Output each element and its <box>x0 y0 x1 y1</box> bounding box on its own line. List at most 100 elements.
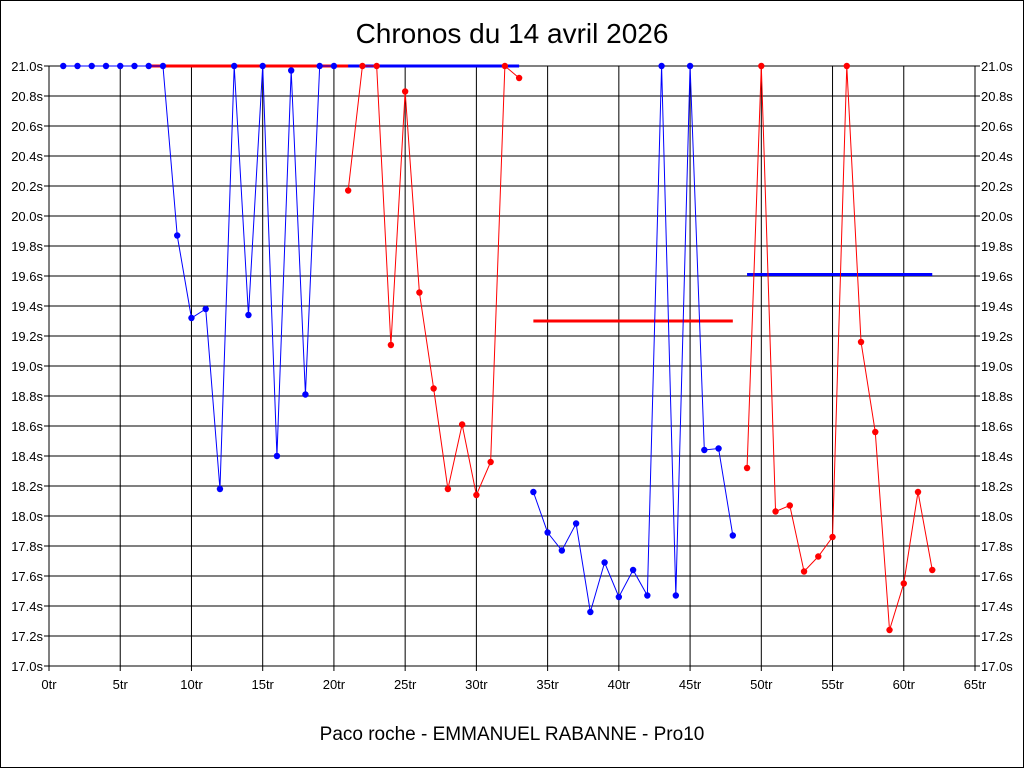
data-point <box>929 566 936 574</box>
x-tick-label: 50tr <box>750 677 773 692</box>
y-tick-label-left: 17.0s <box>11 659 43 674</box>
axes: 0tr 5tr 10tr 15tr 20tr 25tr 30tr 35tr 40tr 45tr 50… <box>11 59 1013 692</box>
data-point <box>815 553 822 560</box>
x-tick-label: 0tr <box>41 677 57 692</box>
y-tick-label-right: 17.4s <box>981 599 1013 614</box>
data-point <box>644 592 651 599</box>
y-tick-label-right: 17.8s <box>981 539 1013 554</box>
data-point <box>872 428 879 436</box>
y-tick-label-left: 20.8s <box>11 89 43 104</box>
data-point <box>359 62 366 70</box>
data-point <box>74 62 81 70</box>
y-tick-label-right: 20.6s <box>981 119 1013 134</box>
x-tick-label: 45tr <box>679 677 702 692</box>
data-point <box>216 485 224 493</box>
y-tick-label-right: 18.2s <box>981 479 1013 494</box>
data-point <box>601 559 608 566</box>
data-point <box>900 580 907 587</box>
x-tick-label: 25tr <box>394 677 417 692</box>
y-tick-label-right: 20.2s <box>981 179 1013 194</box>
data-point <box>188 314 195 322</box>
data-point <box>857 338 865 346</box>
data-point <box>658 62 665 70</box>
data-point <box>458 421 466 428</box>
data-point <box>316 62 323 70</box>
series-line <box>746 65 933 631</box>
data-point <box>430 385 437 392</box>
data-point <box>60 62 67 70</box>
y-tick-label-left: 18.6s <box>11 419 43 434</box>
data-point <box>302 391 309 398</box>
y-tick-label-left: 21.0s <box>11 59 43 74</box>
data-point <box>387 341 395 349</box>
x-tick-label: 5tr <box>113 677 129 692</box>
y-tick-label-left: 20.6s <box>11 119 43 134</box>
x-axis-label: Paco roche - EMMANUEL RABANNE - Pro10 <box>320 724 705 745</box>
data-point <box>544 529 551 536</box>
data-point <box>515 74 523 82</box>
data-point <box>886 626 893 634</box>
y-tick-label-right: 20.4s <box>981 149 1013 164</box>
x-tick-label: 30tr <box>465 677 488 692</box>
data-point <box>102 62 110 70</box>
data-point <box>117 62 124 70</box>
y-tick-label-right: 20.8s <box>981 89 1013 104</box>
y-tick-label-left: 18.0s <box>11 509 43 524</box>
y-tick-label-right: 18.6s <box>981 419 1013 434</box>
data-point <box>800 568 808 575</box>
data-point <box>615 593 623 601</box>
chart-title: Chronos du 14 avril 2026 <box>356 18 669 49</box>
y-tick-label-right: 21.0s <box>981 59 1013 74</box>
y-tick-label-right: 19.2s <box>981 329 1013 344</box>
grid <box>48 65 976 667</box>
data-point <box>786 502 793 509</box>
data-point <box>686 62 694 70</box>
data-point <box>202 305 209 313</box>
x-tick-label: 15tr <box>251 677 274 692</box>
data-point <box>743 464 751 472</box>
series-2 <box>344 62 523 499</box>
data-point <box>416 289 423 296</box>
data-point <box>558 547 566 554</box>
y-tick-label-left: 18.4s <box>11 449 43 464</box>
y-tick-label-left: 17.2s <box>11 629 43 644</box>
data-point <box>174 232 181 239</box>
y-tick-label-left: 18.2s <box>11 479 43 494</box>
data-point <box>88 62 95 70</box>
x-tick-label: 55tr <box>821 677 844 692</box>
data-point <box>587 608 594 616</box>
y-tick-label-right: 18.4s <box>981 449 1013 464</box>
y-tick-label-left: 18.8s <box>11 389 43 404</box>
data-point <box>501 62 509 70</box>
series-line <box>347 64 520 497</box>
data-point <box>330 62 338 70</box>
data-point <box>373 62 380 70</box>
data-point <box>401 88 409 95</box>
data-point <box>672 592 680 599</box>
x-tick-label: 20tr <box>323 677 346 692</box>
data-point <box>273 452 281 460</box>
y-tick-label-left: 19.4s <box>11 299 43 314</box>
y-tick-label-left: 19.8s <box>11 239 43 254</box>
y-tick-label-left: 19.6s <box>11 269 43 284</box>
data-point <box>829 533 836 541</box>
reference-lines <box>148 64 933 323</box>
data-point <box>444 485 452 493</box>
data-point <box>530 488 537 496</box>
y-tick-label-left: 17.8s <box>11 539 43 554</box>
x-tick-label: 65tr <box>964 677 987 692</box>
data-point <box>259 62 266 70</box>
y-tick-label-right: 18.0s <box>981 509 1013 524</box>
x-tick-label: 35tr <box>536 677 559 692</box>
y-tick-label-left: 20.0s <box>11 209 43 224</box>
data-point <box>245 311 252 319</box>
y-tick-label-right: 19.4s <box>981 299 1013 314</box>
y-tick-label-left: 17.4s <box>11 599 43 614</box>
y-tick-label-right: 19.0s <box>981 359 1013 374</box>
series-4 <box>743 62 936 634</box>
y-tick-label-left: 19.2s <box>11 329 43 344</box>
data-point <box>344 187 352 194</box>
x-tick-label: 10tr <box>180 677 203 692</box>
y-tick-label-left: 19.0s <box>11 359 43 374</box>
